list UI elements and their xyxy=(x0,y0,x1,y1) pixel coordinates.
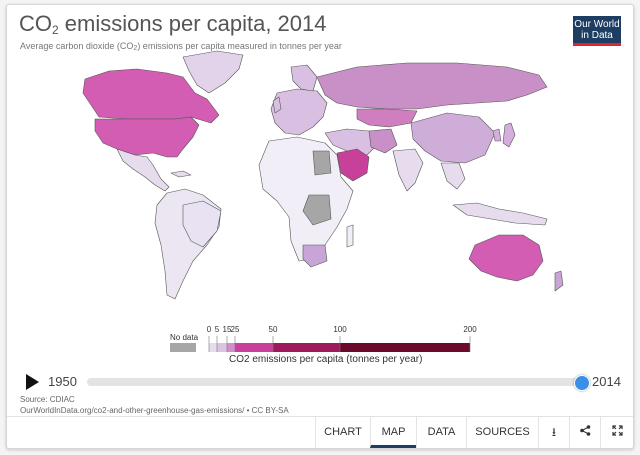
download-icon: ⭳ xyxy=(551,425,557,439)
world-map xyxy=(82,50,564,300)
legend-bin xyxy=(235,343,273,352)
legend-tick-label: 5 xyxy=(214,325,220,334)
fullscreen-button[interactable] xyxy=(600,417,633,448)
legend-bin xyxy=(273,343,340,352)
owid-logo[interactable]: Our World in Data xyxy=(573,16,621,46)
region-uk[interactable] xyxy=(272,96,282,114)
legend-tick-label: 200 xyxy=(463,325,477,334)
timeline-start-year: 1950 xyxy=(48,374,77,389)
legend-tick-label: 0 xyxy=(206,325,212,334)
legend-nodata-swatch xyxy=(170,343,196,352)
region-iran[interactable] xyxy=(368,128,398,154)
logo-line-2: in Data xyxy=(581,30,613,41)
region-southeast-asia[interactable] xyxy=(440,162,466,190)
timeline-track[interactable] xyxy=(87,378,581,386)
timeline-handle[interactable] xyxy=(574,375,590,391)
region-brazil[interactable] xyxy=(182,200,222,248)
tab-map[interactable]: MAP xyxy=(370,417,416,448)
share-button[interactable] xyxy=(569,417,600,448)
region-india[interactable] xyxy=(392,148,424,192)
tab-data[interactable]: DATA xyxy=(416,417,466,448)
legend-caption: CO2 emissions per capita (tonnes per yea… xyxy=(229,354,423,365)
legend-bin xyxy=(340,343,470,352)
region-sahara-no-data[interactable] xyxy=(312,150,332,176)
logo-line-1: Our World xyxy=(574,19,620,30)
region-kazakhstan[interactable] xyxy=(356,108,418,128)
footer-toolbar: CHART MAP DATA SOURCES ⭳ xyxy=(7,416,633,448)
legend-tick-label: 50 xyxy=(268,325,278,334)
share-icon xyxy=(579,425,590,436)
timeline-end-year: 2014 xyxy=(592,374,621,389)
tab-chart[interactable]: CHART xyxy=(315,417,370,448)
region-japan[interactable] xyxy=(502,122,516,148)
region-mexico[interactable] xyxy=(116,148,170,192)
legend-color-bins xyxy=(208,336,471,352)
region-korea[interactable] xyxy=(492,128,502,142)
legend-bin xyxy=(217,343,227,352)
region-scandinavia[interactable] xyxy=(290,64,318,92)
legend-bin xyxy=(227,343,235,352)
play-button[interactable] xyxy=(26,374,39,390)
region-south-africa[interactable] xyxy=(302,244,328,268)
region-indonesia[interactable] xyxy=(452,202,548,226)
page-subtitle: Average carbon dioxide (CO2) emissions p… xyxy=(20,41,342,52)
source-note: Source: CDIAC OurWorldInData.org/co2-and… xyxy=(20,394,289,416)
region-united-states[interactable] xyxy=(94,116,200,158)
region-greenland[interactable] xyxy=(182,50,244,94)
region-new-zealand[interactable] xyxy=(554,270,564,292)
chart-card: CO2 emissions per capita, 2014 Average c… xyxy=(6,4,634,449)
legend-tick-label: 15 xyxy=(222,325,232,334)
download-button[interactable]: ⭳ xyxy=(538,417,569,448)
legend-nodata-label: No data xyxy=(170,333,199,342)
page-title: CO2 emissions per capita, 2014 xyxy=(19,11,327,37)
region-russia[interactable] xyxy=(316,62,548,110)
legend-bin xyxy=(209,343,217,352)
source-line: Source: CDIAC xyxy=(20,395,75,404)
legend-tick-label: 100 xyxy=(333,325,347,334)
source-url[interactable]: OurWorldInData.org/co2-and-other-greenho… xyxy=(20,406,289,415)
tab-sources[interactable]: SOURCES xyxy=(466,417,538,448)
region-middle-east[interactable] xyxy=(324,128,378,156)
region-madagascar[interactable] xyxy=(346,224,354,248)
region-australia[interactable] xyxy=(468,234,544,282)
region-caribbean[interactable] xyxy=(170,170,192,178)
legend-tick-label: 25 xyxy=(230,325,240,334)
region-canada[interactable] xyxy=(82,68,220,124)
expand-icon xyxy=(611,425,623,436)
map-legend xyxy=(170,336,471,352)
region-saudi-arabia[interactable] xyxy=(336,148,370,182)
region-central-africa-no-data[interactable] xyxy=(302,194,332,226)
region-china[interactable] xyxy=(410,112,496,164)
